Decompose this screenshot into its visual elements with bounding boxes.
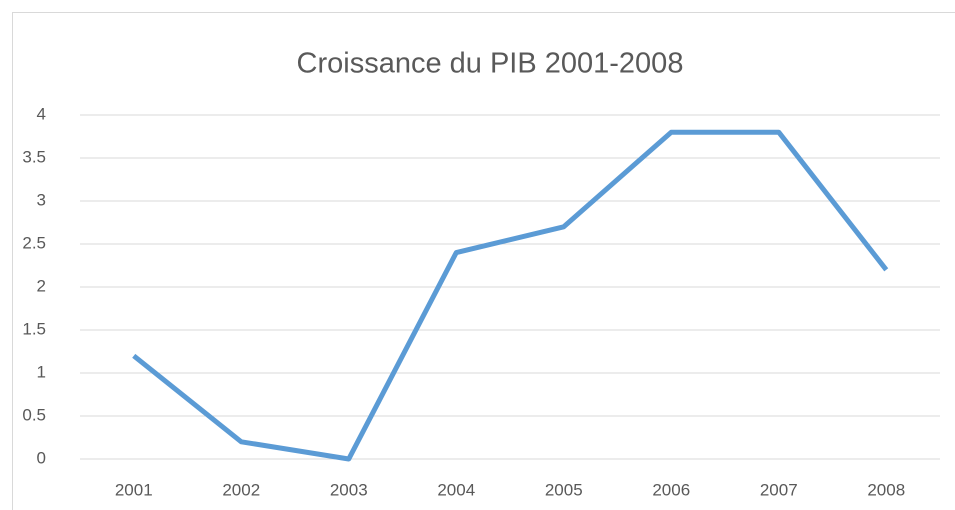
x-tick-label: 2004 bbox=[437, 480, 475, 499]
y-tick-label: 1 bbox=[37, 362, 46, 381]
x-tick-label: 2008 bbox=[867, 480, 905, 499]
y-tick-label: 3 bbox=[37, 190, 46, 209]
x-tick-label: 2001 bbox=[115, 480, 153, 499]
y-tick-label: 0 bbox=[37, 448, 46, 467]
x-tick-label: 2002 bbox=[222, 480, 260, 499]
y-tick-label: 3.5 bbox=[22, 147, 46, 166]
x-tick-label: 2005 bbox=[545, 480, 583, 499]
y-tick-label: 1.5 bbox=[22, 319, 46, 338]
chart-border bbox=[12, 12, 955, 510]
x-tick-label: 2007 bbox=[760, 480, 798, 499]
chart-title: Croissance du PIB 2001-2008 bbox=[297, 48, 684, 80]
y-tick-label: 0.5 bbox=[22, 405, 46, 424]
x-tick-label: 2006 bbox=[652, 480, 690, 499]
data-line bbox=[132, 129, 889, 462]
y-tick-label: 2 bbox=[37, 276, 46, 295]
x-tick-label: 2003 bbox=[330, 480, 368, 499]
y-tick-label: 2.5 bbox=[22, 233, 46, 252]
y-tick-label: 4 bbox=[37, 104, 46, 123]
